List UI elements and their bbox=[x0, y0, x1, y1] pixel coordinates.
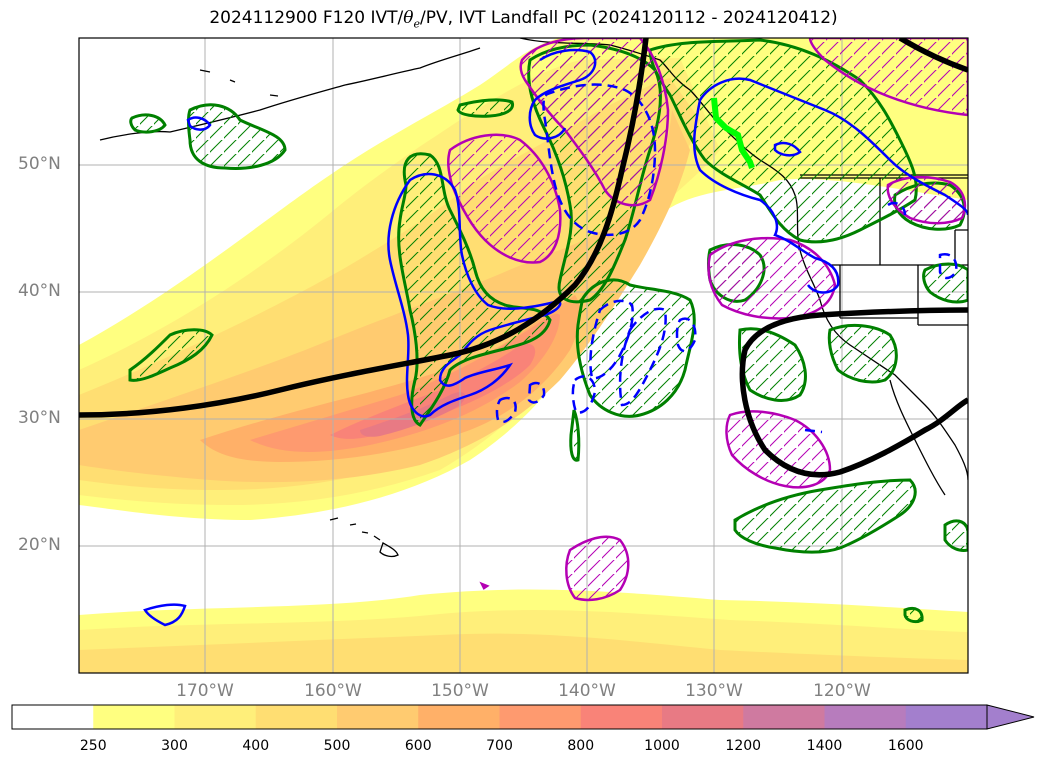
colorbar-tick-label: 500 bbox=[323, 738, 351, 754]
map-frame bbox=[78, 37, 969, 674]
colorbar-tick-label: 400 bbox=[242, 738, 270, 754]
lat-label: 40°N bbox=[18, 281, 61, 301]
colorbar-swatch bbox=[905, 705, 988, 729]
colorbar-tick-label: 800 bbox=[567, 738, 595, 754]
map-title: 2024112900 F120 IVT/θe/PV, IVT Landfall … bbox=[0, 8, 1047, 30]
theta-subscript: e bbox=[413, 17, 421, 31]
colorbar-swatch bbox=[337, 705, 419, 729]
colorbar-swatch bbox=[580, 705, 663, 729]
ivt-shading bbox=[79, 38, 968, 673]
lon-label: 170°W bbox=[176, 681, 234, 701]
colorbar-swatch bbox=[824, 705, 907, 729]
lon-label: 130°W bbox=[685, 681, 743, 701]
colorbar-tick-label: 250 bbox=[79, 738, 107, 754]
lat-label: 30°N bbox=[18, 408, 61, 428]
colorbar-tick-label: 600 bbox=[404, 738, 432, 754]
lat-label: 20°N bbox=[18, 535, 61, 555]
blue-dashed-contours bbox=[495, 83, 958, 434]
title-suffix: /PV, IVT Landfall PC (2024120112 - 20241… bbox=[420, 8, 838, 28]
lon-label: 150°W bbox=[431, 681, 489, 701]
lon-label: 120°W bbox=[813, 681, 871, 701]
colorbar-tick-label: 1000 bbox=[644, 738, 680, 754]
lat-label: 50°N bbox=[18, 154, 61, 174]
colorbar-swatch bbox=[12, 705, 94, 729]
colorbar-swatch bbox=[662, 705, 744, 729]
colorbar-tick-label: 300 bbox=[161, 738, 188, 754]
colorbar-tick-label: 1600 bbox=[887, 738, 924, 754]
colorbar bbox=[11, 704, 1035, 730]
lon-label: 160°W bbox=[304, 681, 362, 701]
colorbar-swatch bbox=[174, 705, 257, 729]
colorbar-tick-label: 1400 bbox=[806, 738, 843, 754]
colorbar-swatch bbox=[499, 705, 582, 729]
colorbar-swatch bbox=[743, 705, 825, 729]
lon-label: 140°W bbox=[558, 681, 616, 701]
theta-symbol: θ bbox=[403, 8, 414, 28]
colorbar-swatch bbox=[255, 705, 338, 729]
colorbar-extend-arrow bbox=[986, 704, 1035, 730]
jet-contours bbox=[79, 38, 968, 478]
colorbar-swatch bbox=[93, 705, 175, 729]
colorbar-tick-label: 700 bbox=[486, 738, 513, 754]
magenta-contours bbox=[447, 38, 968, 602]
colorbar-tick-label: 1200 bbox=[725, 738, 762, 754]
landfall-segment bbox=[711, 97, 755, 169]
colorbar-swatch bbox=[418, 705, 500, 729]
title-prefix: 2024112900 F120 IVT/ bbox=[209, 8, 404, 28]
